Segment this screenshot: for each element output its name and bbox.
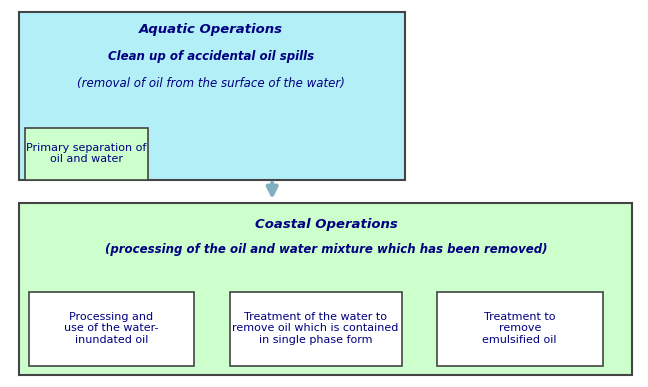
Text: Aquatic Operations: Aquatic Operations xyxy=(139,22,283,36)
Text: (removal of oil from the surface of the water): (removal of oil from the surface of the … xyxy=(76,77,345,90)
FancyBboxPatch shape xyxy=(437,292,603,366)
Text: Coastal Operations: Coastal Operations xyxy=(255,218,397,231)
FancyBboxPatch shape xyxy=(19,12,405,180)
FancyBboxPatch shape xyxy=(19,203,632,375)
FancyBboxPatch shape xyxy=(29,292,194,366)
Text: Processing and
use of the water-
inundated oil: Processing and use of the water- inundat… xyxy=(64,312,159,345)
Text: Treatment to
remove
emulsified oil: Treatment to remove emulsified oil xyxy=(483,312,557,345)
Text: Clean up of accidental oil spills: Clean up of accidental oil spills xyxy=(108,50,314,63)
FancyBboxPatch shape xyxy=(25,128,148,180)
Text: Treatment of the water to
remove oil which is contained
in single phase form: Treatment of the water to remove oil whi… xyxy=(233,312,399,345)
Text: (processing of the oil and water mixture which has been removed): (processing of the oil and water mixture… xyxy=(105,243,547,256)
Text: Primary separation of
oil and water: Primary separation of oil and water xyxy=(26,143,146,164)
FancyBboxPatch shape xyxy=(230,292,402,366)
